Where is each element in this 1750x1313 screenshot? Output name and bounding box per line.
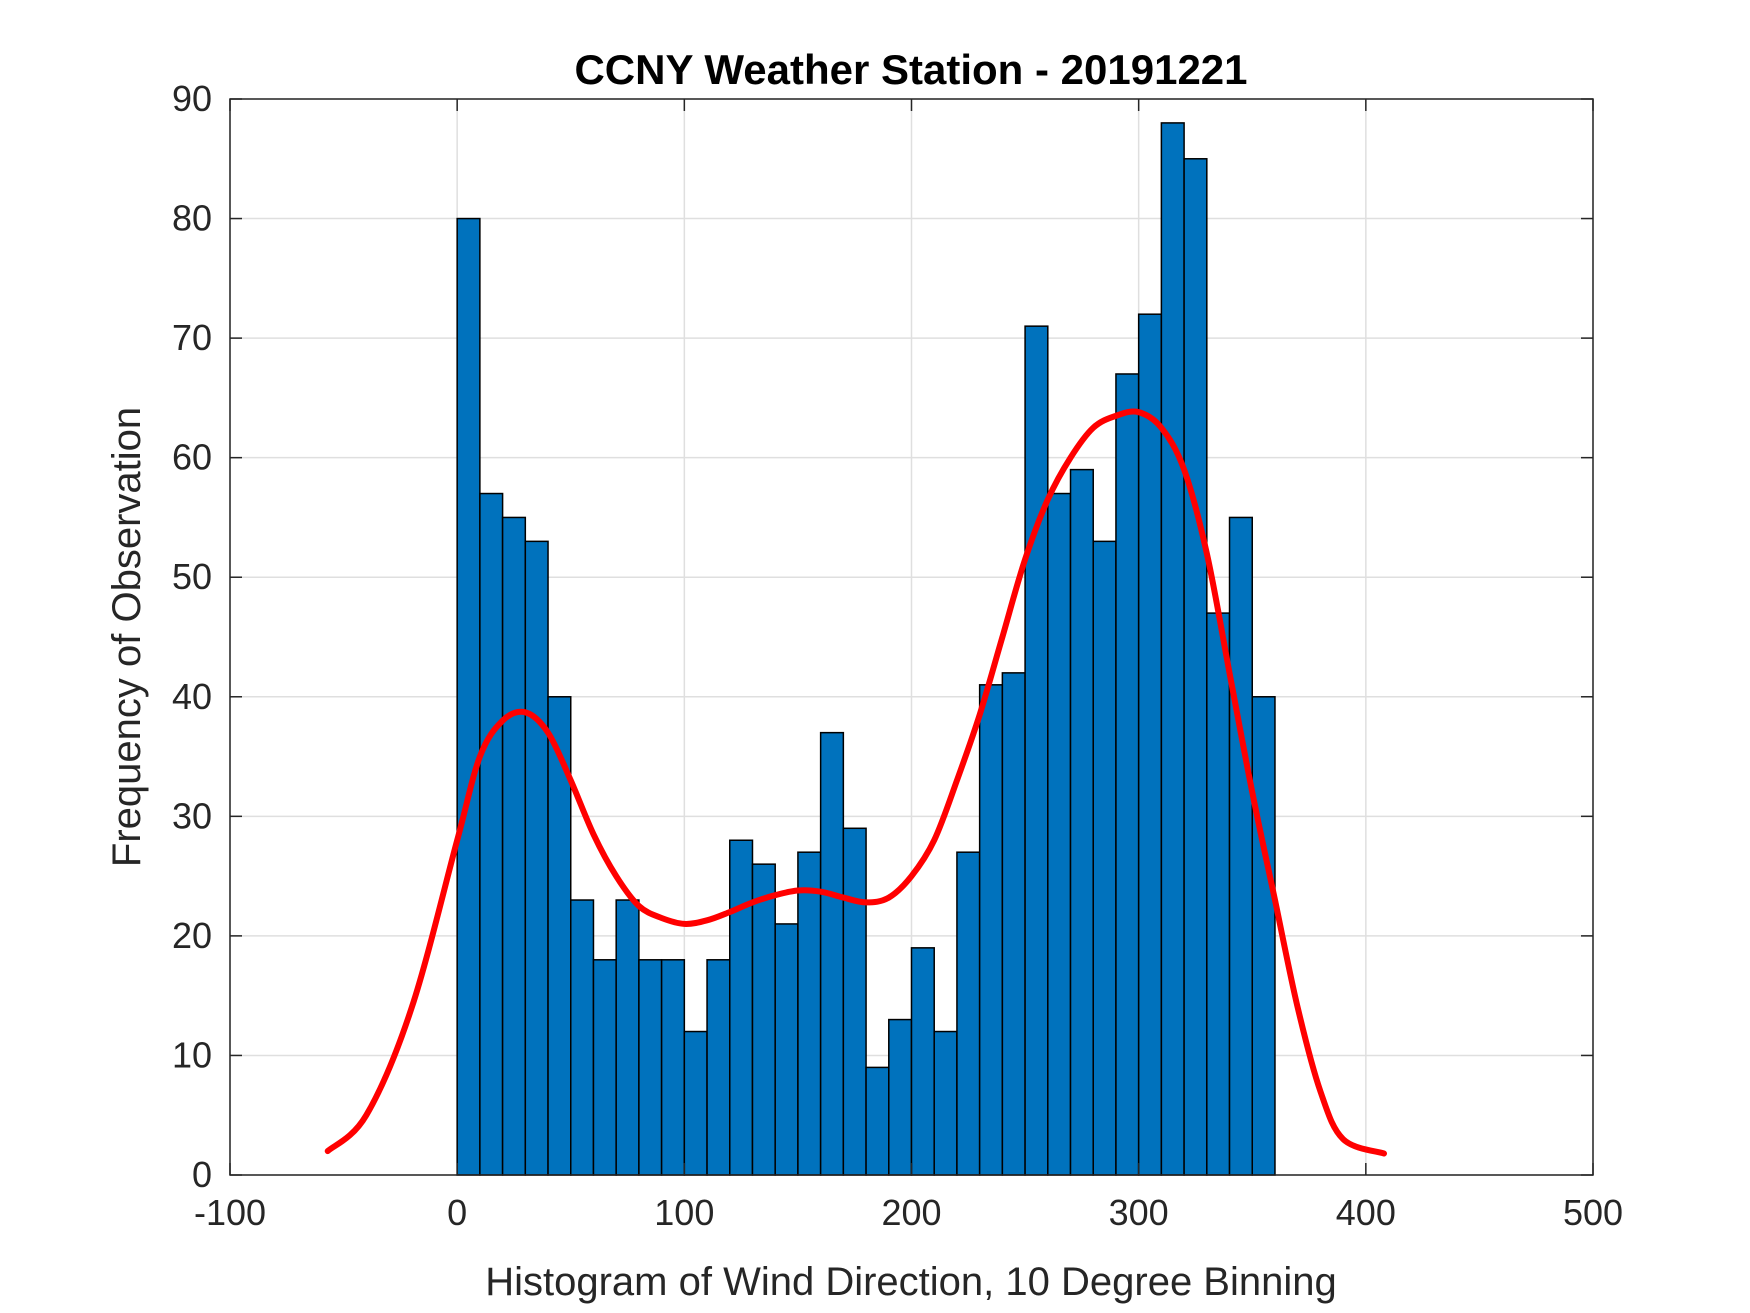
histogram-bar xyxy=(456,217,481,1176)
histogram-bar xyxy=(1047,492,1072,1176)
histogram-bar xyxy=(638,959,663,1176)
fit-curve-line xyxy=(324,408,1387,1157)
histogram-bar xyxy=(1001,672,1026,1176)
y-axis-label: Frequency of Observation xyxy=(105,407,149,867)
histogram-bar xyxy=(978,684,1004,1176)
histogram-bar xyxy=(910,947,935,1176)
histogram-bar xyxy=(524,540,549,1176)
histogram-bar xyxy=(751,863,776,1176)
x-tick-label: 400 xyxy=(1336,1192,1396,1233)
histogram-bar xyxy=(729,839,754,1176)
histogram-bar xyxy=(1115,373,1140,1176)
histogram-bar xyxy=(797,851,822,1176)
histogram-bar xyxy=(819,731,845,1176)
histogram-bar xyxy=(933,1030,958,1176)
y-tick-label: 80 xyxy=(172,198,212,239)
y-tick-label: 90 xyxy=(172,78,212,119)
bars xyxy=(456,122,1276,1176)
histogram-bar xyxy=(1228,516,1253,1176)
histogram-bar xyxy=(706,959,731,1176)
x-tick-label: -100 xyxy=(194,1192,266,1233)
x-tick-label: 300 xyxy=(1109,1192,1169,1233)
fit-curve xyxy=(324,408,1387,1157)
x-tick-label: 200 xyxy=(881,1192,941,1233)
histogram-bar xyxy=(615,899,640,1176)
y-tick-label: 10 xyxy=(172,1034,212,1075)
histogram-bar xyxy=(1183,158,1208,1176)
y-tick-label: 20 xyxy=(172,915,212,956)
histogram-bar xyxy=(1206,612,1231,1176)
y-tick-label: 70 xyxy=(172,317,212,358)
histogram-bar xyxy=(865,1066,890,1176)
histogram-bar xyxy=(1137,313,1163,1176)
histogram-bar xyxy=(501,516,527,1176)
x-tick-label: 0 xyxy=(447,1192,467,1233)
histogram-bar xyxy=(956,851,981,1176)
x-axis-label: Histogram of Wind Direction, 10 Degree B… xyxy=(485,1260,1337,1304)
histogram-bar xyxy=(592,959,617,1176)
y-tick-label: 50 xyxy=(172,556,212,597)
histogram-bar xyxy=(479,492,504,1176)
chart-title: CCNY Weather Station - 20191221 xyxy=(574,46,1247,93)
y-tick-label: 0 xyxy=(192,1154,212,1195)
histogram-bar xyxy=(570,899,595,1176)
histogram-bar xyxy=(842,827,867,1176)
y-tick-label: 60 xyxy=(172,437,212,478)
histogram-bar xyxy=(774,923,799,1176)
histogram-bar xyxy=(683,1030,708,1176)
histogram-bar xyxy=(1069,468,1094,1176)
histogram-bar xyxy=(1160,122,1185,1176)
histogram-bar xyxy=(888,1018,913,1176)
x-tick-label: 100 xyxy=(654,1192,714,1233)
histogram-bar xyxy=(1251,696,1276,1176)
histogram-bar xyxy=(1024,325,1049,1176)
y-tick-label: 30 xyxy=(172,795,212,836)
x-tick-label: 500 xyxy=(1563,1192,1623,1233)
histogram-bar xyxy=(1092,540,1117,1176)
y-tick-label: 40 xyxy=(172,676,212,717)
histogram-bar xyxy=(660,959,686,1176)
